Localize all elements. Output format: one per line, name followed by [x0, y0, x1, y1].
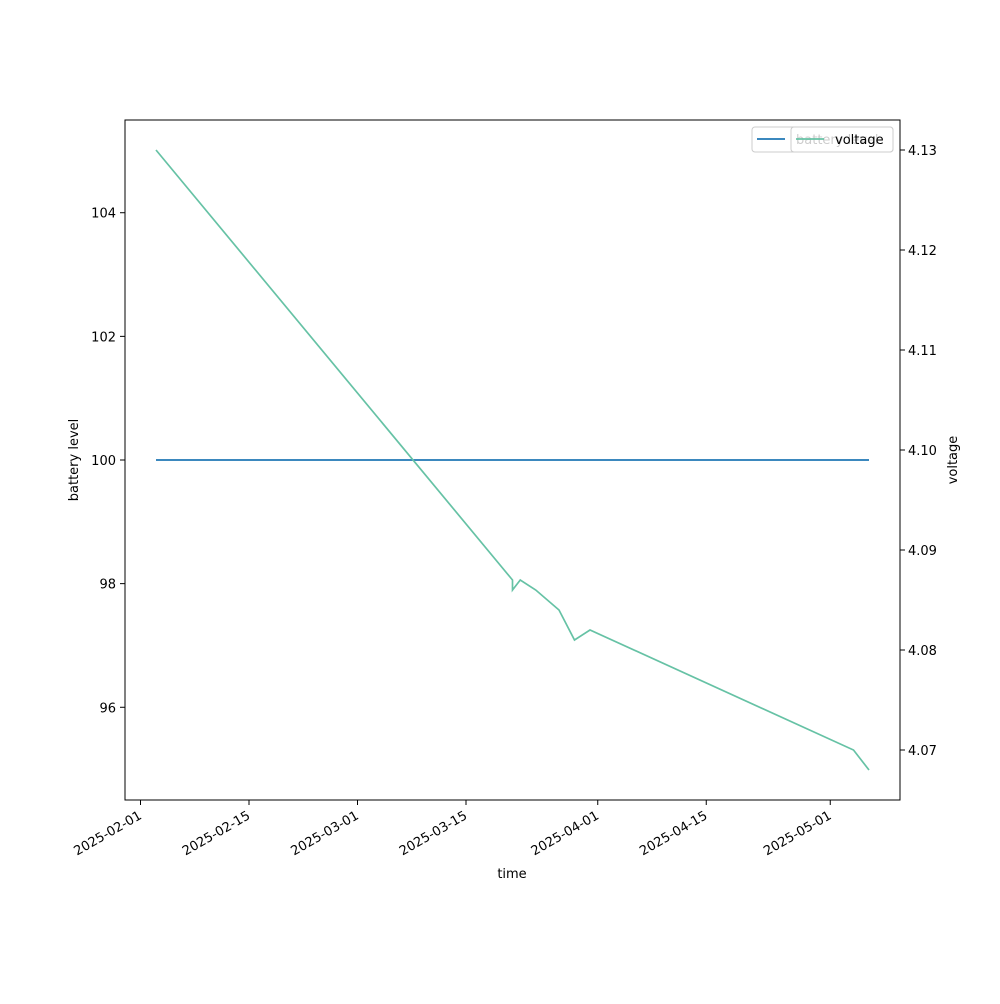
y2-tick-label: 4.10: [908, 444, 937, 459]
y2-tick-label: 4.13: [908, 144, 937, 159]
y-tick-label: 104: [91, 207, 116, 222]
y2-tick-label: 4.07: [908, 744, 937, 759]
y2-tick-label: 4.08: [908, 644, 937, 659]
y-tick-label: 102: [91, 330, 116, 345]
x-axis-label: time: [497, 867, 526, 882]
y-tick-label: 100: [91, 454, 116, 469]
plot-frame: [124, 119, 901, 801]
y-tick-label: 98: [99, 578, 116, 593]
y2-tick-label: 4.11: [908, 344, 937, 359]
y2-tick-label: 4.09: [908, 544, 937, 559]
y-axis-label: battery level: [67, 419, 82, 502]
y2-axis-label: voltage: [946, 436, 961, 485]
y-tick-label: 96: [99, 701, 116, 716]
y2-tick-label: 4.12: [908, 244, 937, 259]
legend-box: [790, 126, 894, 153]
legend-label: voltage: [835, 133, 884, 148]
series-line: [155, 149, 870, 771]
